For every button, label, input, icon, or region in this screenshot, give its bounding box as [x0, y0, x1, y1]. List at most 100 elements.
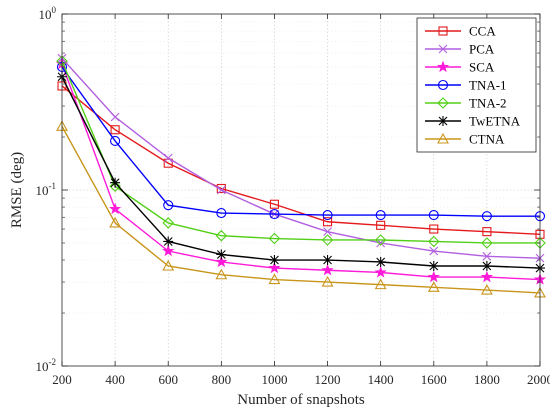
series-line-sca [61, 63, 541, 281]
data-point-sca [162, 244, 175, 257]
data-point-twetna [428, 260, 439, 271]
legend-item-tna-2: TNA-2 [425, 96, 507, 111]
data-point-tna-1 [110, 135, 121, 146]
data-point-twetna [163, 236, 174, 247]
data-point-pca [429, 246, 439, 256]
data-point-cca [110, 125, 120, 135]
x-tick-label: 400 [105, 372, 125, 387]
data-point-tna-2 [162, 217, 175, 229]
series-line-cca [61, 85, 541, 236]
data-point-twetna [110, 177, 121, 188]
x-tick-label: 1800 [474, 372, 500, 387]
data-point-ctna [268, 273, 281, 285]
data-point-ctna [321, 275, 334, 287]
data-point-ctna [162, 259, 175, 271]
x-tick-label: 1000 [261, 372, 287, 387]
data-point-cca [376, 220, 386, 230]
data-point-cca [163, 158, 173, 168]
series-group [55, 53, 547, 298]
x-tick-label: 200 [52, 372, 72, 387]
data-point-twetna [322, 255, 333, 266]
data-point-tna-1 [216, 207, 227, 219]
data-point-sca [374, 266, 387, 278]
series-tna-1 [56, 61, 546, 222]
data-point-tna-2 [427, 235, 440, 248]
data-point-tna-1 [163, 200, 174, 211]
data-point-sca [427, 270, 440, 283]
axis-ticks: 200 400 600 800 1000 1200 1400 1600 1800 2000 10-2… [36, 5, 550, 387]
data-point-pca [110, 112, 120, 122]
data-point-sca [268, 261, 281, 274]
data-point-twetna [481, 260, 492, 271]
series-line-twetna [61, 76, 541, 269]
series-line-pca [61, 57, 541, 259]
data-point-tna-1 [322, 210, 333, 221]
data-point-tna-1 [428, 210, 439, 221]
data-point-tna-2 [321, 234, 334, 246]
data-point-twetna [216, 249, 227, 260]
legend-marker-ctna [437, 132, 449, 144]
y-tick-label: 10-1 [36, 181, 57, 198]
legend-marker-pca [438, 44, 448, 54]
legend-item-tna-1: TNA-1 [425, 78, 507, 93]
x-tick-label: 800 [212, 372, 232, 387]
data-point-cca [429, 224, 439, 234]
legend-label-tna-1: TNA-1 [469, 78, 507, 93]
y-axis-label: RMSE (deg) [9, 152, 25, 228]
legend-marker-cca [438, 26, 448, 36]
legend-marker-twetna [438, 116, 448, 126]
data-point-pca [323, 227, 332, 237]
x-axis-label: Number of snapshots [237, 392, 365, 408]
legend-label-ctna: CTNA [469, 132, 505, 147]
series-line-ctna [61, 126, 541, 294]
data-point-twetna [375, 256, 386, 267]
x-tick-label: 1600 [421, 372, 447, 387]
legend-label-twetna: TwETNA [469, 114, 521, 129]
legend-marker-tna-1 [437, 79, 449, 91]
legend-marker-tna-2 [437, 97, 449, 109]
legend-item-ctna: CTNA [425, 132, 505, 147]
data-point-ctna [374, 278, 387, 290]
data-point-ctna [427, 281, 440, 292]
legend-marker-sca [436, 60, 450, 73]
data-point-tna-2 [374, 234, 387, 246]
data-point-tna-1 [269, 209, 280, 220]
series-line-tna-2 [61, 60, 540, 244]
x-tick-label: 1400 [368, 372, 394, 387]
data-point-ctna [480, 283, 493, 295]
y-tick-label: 100 [39, 5, 57, 22]
legend-label-tna-2: TNA-2 [469, 96, 507, 111]
data-point-cca [323, 217, 333, 227]
data-point-pca [482, 251, 492, 261]
data-point-tna-2 [481, 237, 493, 249]
legend: CCA PCA SCA TNA-1 TNA-2 TwETNA CTNA [416, 17, 537, 153]
data-point-sca [215, 255, 228, 268]
legend-item-sca: SCA [425, 60, 495, 75]
data-point-pca [216, 185, 226, 195]
data-point-cca [482, 227, 492, 237]
data-point-cca [216, 183, 226, 194]
data-point-sca [109, 202, 122, 215]
data-point-twetna [269, 255, 280, 266]
data-point-tna-1 [481, 211, 492, 222]
series-ctna [56, 120, 546, 298]
y-tick-label: 10-2 [36, 357, 57, 374]
legend-label-cca: CCA [469, 24, 496, 39]
x-tick-label: 600 [158, 372, 178, 387]
series-line-tna-1 [61, 66, 540, 217]
data-point-sca [321, 263, 334, 276]
x-tick-label: 2000 [527, 372, 550, 387]
legend-label-sca: SCA [469, 60, 495, 75]
data-point-sca [480, 270, 493, 283]
data-point-ctna [109, 216, 122, 228]
legend-label-pca: PCA [469, 42, 495, 57]
legend-item-twetna: TwETNA [425, 114, 521, 129]
data-point-ctna [215, 268, 228, 280]
data-point-tna-2 [109, 180, 121, 193]
data-point-pca [163, 153, 173, 163]
data-point-tna-2 [268, 232, 281, 245]
data-point-tna-2 [215, 229, 228, 242]
legend-item-pca: PCA [425, 42, 495, 57]
